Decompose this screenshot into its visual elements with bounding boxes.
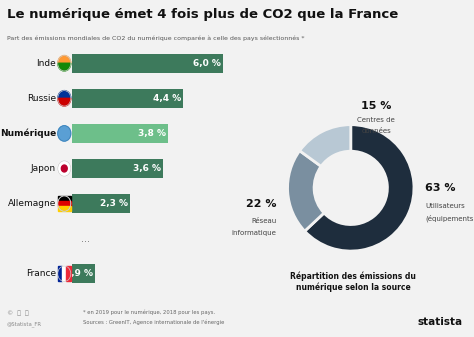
Wedge shape — [58, 98, 71, 106]
Circle shape — [58, 126, 71, 141]
Text: 15 %: 15 % — [361, 101, 391, 111]
Text: Centres de: Centres de — [357, 117, 395, 123]
Text: @Statista_FR: @Statista_FR — [7, 321, 42, 327]
Text: Part des émissions mondiales de CO2 du numérique comparée à celle des pays sélec: Part des émissions mondiales de CO2 du n… — [7, 35, 305, 41]
FancyBboxPatch shape — [72, 194, 130, 213]
Circle shape — [58, 266, 71, 281]
Bar — [62, 266, 66, 281]
Circle shape — [61, 165, 67, 172]
Bar — [58, 266, 62, 281]
Text: 4,4 %: 4,4 % — [153, 94, 181, 103]
Text: (équipements): (équipements) — [425, 214, 474, 222]
Wedge shape — [288, 151, 324, 231]
Text: informatique: informatique — [231, 231, 276, 236]
FancyBboxPatch shape — [72, 159, 163, 178]
Text: Réseau: Réseau — [251, 218, 276, 224]
Text: Inde: Inde — [36, 59, 56, 68]
Text: * en 2019 pour le numérique, 2018 pour les pays.: * en 2019 pour le numérique, 2018 pour l… — [83, 309, 215, 315]
Text: 0,9 %: 0,9 % — [65, 269, 93, 278]
Bar — [58, 206, 71, 211]
FancyBboxPatch shape — [72, 89, 182, 108]
Bar — [58, 201, 71, 206]
Circle shape — [58, 196, 71, 211]
Bar — [58, 196, 71, 201]
Text: 63 %: 63 % — [425, 183, 456, 193]
Text: 22 %: 22 % — [246, 199, 276, 209]
Text: Numérique: Numérique — [0, 129, 56, 138]
Text: 3,8 %: 3,8 % — [138, 129, 166, 138]
Circle shape — [58, 91, 71, 106]
Wedge shape — [300, 125, 351, 166]
Text: 6,0 %: 6,0 % — [193, 59, 221, 68]
Wedge shape — [58, 56, 71, 63]
Bar — [66, 266, 71, 281]
Text: Russie: Russie — [27, 94, 56, 103]
FancyBboxPatch shape — [72, 124, 167, 143]
Text: France: France — [26, 269, 56, 278]
Text: Japon: Japon — [31, 164, 56, 173]
Wedge shape — [305, 125, 414, 251]
Text: Sources : GreenIT, Agence internationale de l'énergie: Sources : GreenIT, Agence internationale… — [83, 319, 224, 325]
Text: Allemagne: Allemagne — [8, 199, 56, 208]
Text: ©  ⓘ  ⓟ: © ⓘ ⓟ — [7, 311, 29, 316]
Wedge shape — [58, 63, 71, 71]
Text: Répartition des émissions du
numérique selon la source: Répartition des émissions du numérique s… — [290, 271, 416, 292]
Text: données: données — [361, 128, 391, 134]
Text: Utilisateurs: Utilisateurs — [425, 203, 465, 209]
Text: ...: ... — [81, 234, 90, 244]
Circle shape — [58, 56, 71, 71]
Circle shape — [58, 161, 71, 176]
Text: statista: statista — [417, 317, 462, 327]
Text: 2,3 %: 2,3 % — [100, 199, 128, 208]
FancyBboxPatch shape — [72, 264, 95, 283]
Text: 3,6 %: 3,6 % — [133, 164, 161, 173]
Wedge shape — [58, 91, 71, 98]
Text: Le numérique émet 4 fois plus de CO2 que la France: Le numérique émet 4 fois plus de CO2 que… — [7, 8, 398, 22]
FancyBboxPatch shape — [72, 54, 223, 73]
